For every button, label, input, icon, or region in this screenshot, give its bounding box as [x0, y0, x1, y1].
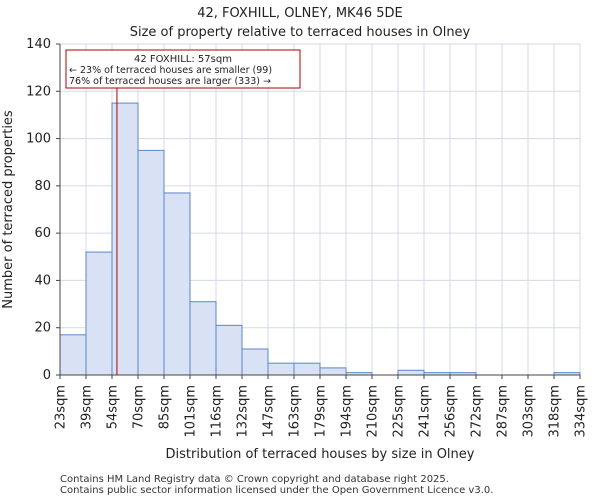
y-tick-label: 20 [34, 321, 51, 336]
x-tick-label: 101sqm [184, 385, 199, 438]
histogram-chart: 0 20 40 60 80 100 120 140 23sqm 39sqm 54sqm 70sqm 85… [1, 37, 589, 462]
histogram-bar [319, 367, 347, 376]
footer: Contains HM Land Registry data © Crown c… [60, 474, 493, 496]
histogram-bar [111, 102, 139, 376]
x-tick-label: 334sqm [574, 385, 589, 438]
x-axis-label: Distribution of terraced houses by size … [166, 447, 475, 462]
histogram-bar [59, 334, 87, 376]
x-tick-label: 179sqm [314, 385, 329, 438]
x-tick-label: 194sqm [340, 385, 355, 438]
y-tick-label: 0 [43, 368, 51, 383]
annotation-line-1: 42 FOXHILL: 57sqm [134, 54, 232, 65]
footer-line-2: Contains public sector information licen… [60, 485, 494, 496]
chart-title-block: 42, FOXHILL, OLNEY, MK46 5DE Size of pro… [0, 4, 600, 42]
y-tick-label: 60 [34, 226, 51, 241]
x-tick-label: 287sqm [496, 385, 511, 438]
x-tick-label: 39sqm [80, 385, 95, 429]
x-tick-label: 272sqm [470, 385, 485, 438]
histogram-bar [241, 348, 269, 376]
x-tick-label: 147sqm [262, 385, 277, 438]
x-tick-label: 23sqm [54, 385, 69, 429]
x-tick-label: 116sqm [210, 385, 225, 438]
x-tick-label: 210sqm [366, 385, 381, 438]
x-tick-label: 163sqm [288, 385, 303, 438]
x-tick-label: 70sqm [132, 385, 147, 429]
y-tick-label: 40 [34, 273, 51, 288]
y-axis-label: Number of terraced properties [1, 110, 16, 309]
annotation-line-2: ← 23% of terraced houses are smaller (99… [69, 65, 272, 76]
bars-layer [59, 102, 581, 376]
histogram-bar [293, 362, 321, 376]
x-tick-label: 256sqm [444, 385, 459, 438]
histogram-bar [215, 324, 243, 376]
marker-layer: 42 FOXHILL: 57sqm← 23% of terraced house… [65, 49, 301, 375]
annotation-line-3: 76% of terraced houses are larger (333) … [69, 76, 271, 87]
histogram-bar [189, 301, 217, 376]
x-tick-label: 54sqm [106, 385, 121, 429]
histogram-bar [137, 149, 165, 376]
y-tick-label: 100 [26, 132, 51, 147]
y-tick-label: 80 [34, 179, 51, 194]
histogram-bar [397, 369, 425, 376]
chart-title: 42, FOXHILL, OLNEY, MK46 5DE [197, 6, 403, 21]
x-tick-label: 132sqm [236, 385, 251, 438]
chart-subtitle: Size of property relative to terraced ho… [129, 25, 471, 40]
histogram-bar [85, 251, 113, 376]
x-tick-label: 318sqm [548, 385, 563, 438]
y-tick-label: 120 [26, 84, 51, 99]
annotation-box [65, 49, 301, 89]
x-tick-label: 303sqm [522, 385, 537, 438]
x-tick-label: 241sqm [418, 385, 433, 438]
histogram-bar [267, 362, 295, 376]
footer-line-1: Contains HM Land Registry data © Crown c… [60, 474, 449, 485]
histogram-bar [163, 192, 191, 376]
axis-layer: 0 20 40 60 80 100 120 140 23sqm 39sqm 54sqm 70sqm 85… [1, 37, 589, 462]
y-tick-label: 140 [26, 37, 51, 52]
x-tick-label: 225sqm [392, 385, 407, 438]
x-tick-label: 85sqm [158, 385, 173, 429]
